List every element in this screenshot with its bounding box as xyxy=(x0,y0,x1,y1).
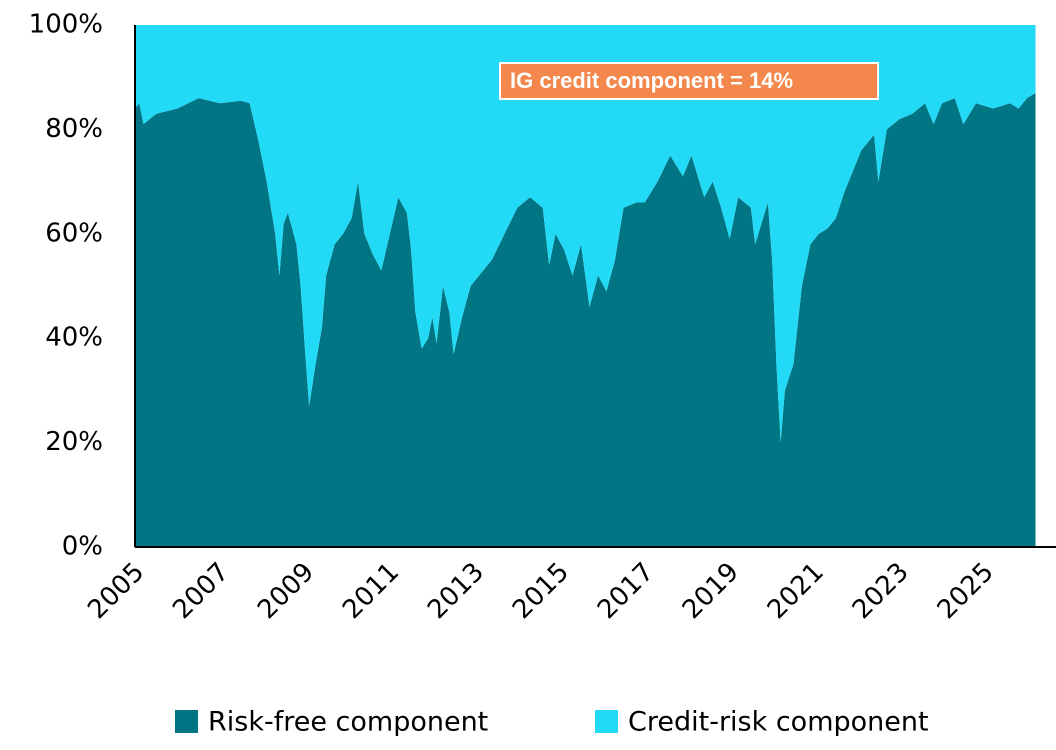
x-tick-label: 2011 xyxy=(337,557,405,625)
plot-area xyxy=(135,25,1036,548)
x-tick-label: 2009 xyxy=(252,557,320,625)
x-tick-label: 2023 xyxy=(847,557,915,625)
annotation-box xyxy=(499,62,879,100)
area xyxy=(135,92,1036,548)
x-tick-label: 2005 xyxy=(82,557,150,625)
x-tick-label: 2007 xyxy=(167,557,235,625)
y-tick-label: 0% xyxy=(62,532,103,562)
x-tick-label: 2019 xyxy=(677,557,745,625)
area xyxy=(135,25,1036,443)
x-tick-label: 2025 xyxy=(932,557,1000,625)
y-tick-label: 80% xyxy=(45,114,103,144)
legend-swatch xyxy=(595,710,618,733)
x-tick-label: 2021 xyxy=(762,557,830,625)
x-tick-label: 2017 xyxy=(592,557,660,625)
annotation: IG credit component = 14% xyxy=(510,68,793,93)
x-tick-label: 2013 xyxy=(422,557,490,625)
legend-label: Risk-free component xyxy=(208,707,488,738)
y-tick-label: 60% xyxy=(45,218,103,248)
y-tick-label: 100% xyxy=(29,10,103,40)
legend-swatch xyxy=(175,710,198,733)
legend-label: Credit-risk component xyxy=(628,707,929,738)
y-tick-label: 20% xyxy=(45,427,103,457)
x-tick-label: 2015 xyxy=(507,557,575,625)
y-tick-label: 40% xyxy=(45,323,103,353)
